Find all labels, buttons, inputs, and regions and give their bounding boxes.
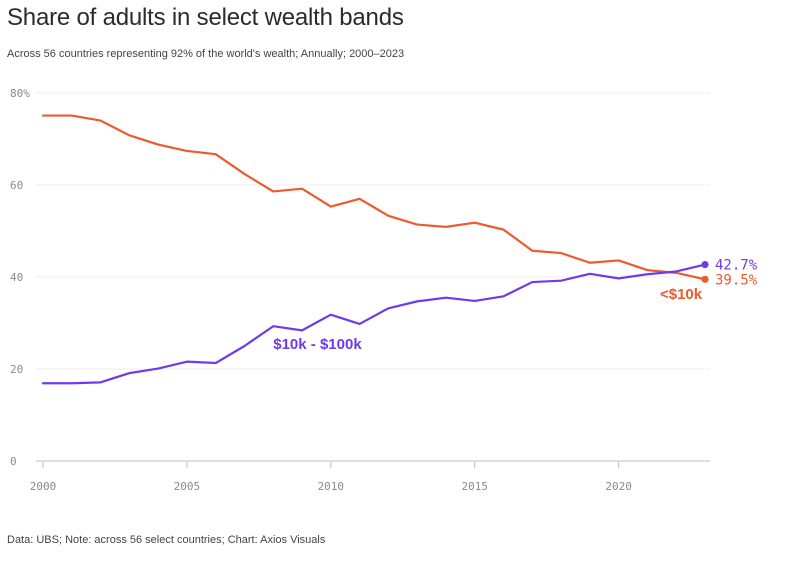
y-tick-label: 40 (10, 271, 23, 284)
series-name-label-1: $10k - $100k (273, 336, 362, 353)
source-note: Data: UBS; Note: across 56 select countr… (7, 534, 326, 546)
series-name-label-0: <$10k (660, 286, 703, 303)
y-tick-label: 0 (10, 455, 17, 468)
x-tick-label: 2020 (605, 480, 632, 493)
series-line-1 (41, 263, 707, 385)
series-endpoint-1 (701, 260, 709, 269)
end-value-label: 42.7% (715, 258, 758, 274)
x-tick-label: 2000 (30, 480, 57, 493)
series-lines (41, 114, 709, 385)
series-line-0 (41, 114, 707, 281)
y-tick-label: 60 (10, 179, 23, 192)
chart-title: Share of adults in select wealth bands (7, 4, 404, 31)
x-tick-label: 2010 (318, 480, 345, 493)
chart-subtitle: Across 56 countries representing 92% of … (7, 48, 405, 60)
y-tick-label: 20 (10, 363, 23, 376)
x-tick-label: 2015 (461, 480, 488, 493)
y-axis-ticks: 0 20 40 60 80% (10, 87, 30, 468)
series-labels: 39.5%42.7% $10k - $100k <$10k (273, 258, 757, 354)
line-chart: 0 20 40 60 80% 2000 2005 2010 2015 2020 39.5%42.… (10, 87, 758, 493)
x-tick-label: 2005 (174, 480, 201, 493)
x-axis-ticks: 2000 2005 2010 2015 2020 (30, 462, 632, 493)
series-endpoint-0 (701, 275, 709, 283)
y-tick-label: 80% (10, 87, 30, 100)
end-value-label: 39.5% (715, 272, 758, 288)
